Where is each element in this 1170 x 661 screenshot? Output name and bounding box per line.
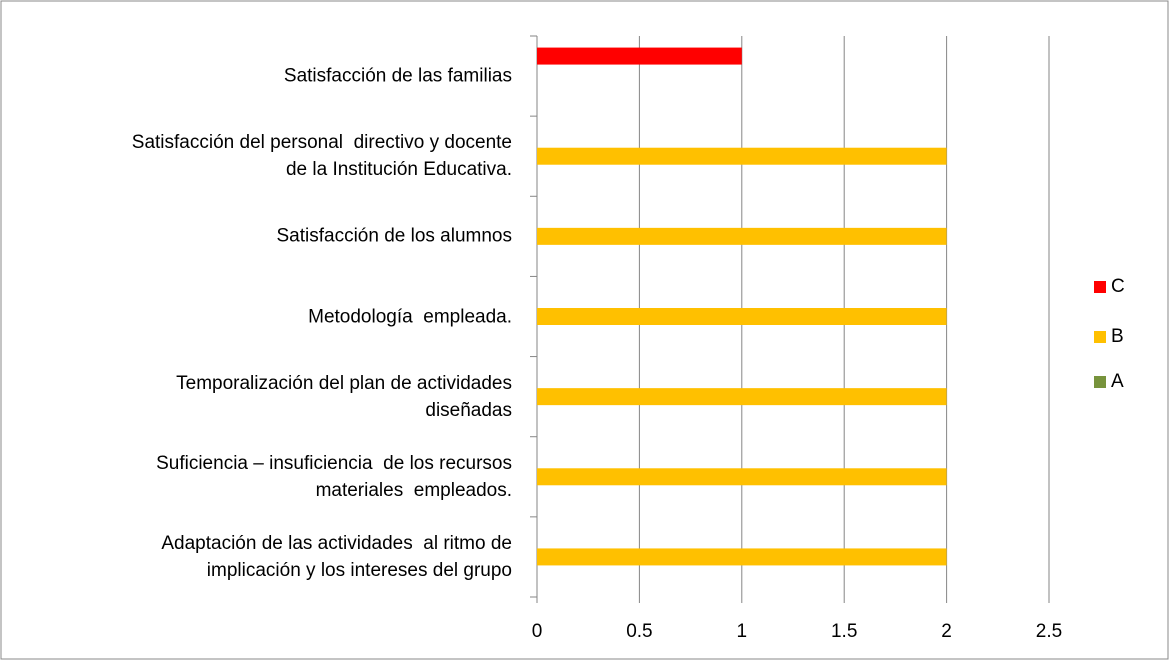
- y-tick-label: Suficiencia – insuficiencia de los recur…: [156, 452, 512, 501]
- x-tick-label: 1.5: [831, 621, 857, 642]
- bar: [537, 548, 947, 566]
- legend-swatch: [1094, 376, 1106, 388]
- bar: [537, 227, 947, 245]
- legend-label: C: [1111, 276, 1125, 297]
- bar: [537, 47, 742, 65]
- legend-swatch: [1094, 281, 1106, 293]
- x-tick-label: 0: [532, 621, 543, 642]
- legend-label: B: [1111, 326, 1124, 347]
- bar: [537, 388, 947, 406]
- y-tick-label: Satisfacción de las familias: [283, 65, 512, 87]
- y-tick-label: Adaptación de las actividades al ritmo d…: [161, 532, 512, 581]
- x-tick-label: 0.5: [626, 621, 652, 642]
- x-tick-label: 2.5: [1036, 621, 1062, 642]
- y-tick-label: Satisfacción de los alumnos: [276, 225, 512, 247]
- legend-label: A: [1111, 371, 1124, 392]
- y-tick-label: Satisfacción del personal directivo y do…: [131, 132, 512, 181]
- legend-swatch: [1094, 331, 1106, 343]
- x-tick-label: 1: [737, 621, 748, 642]
- y-tick-label: Metodología empleada.: [308, 306, 512, 327]
- y-tick-label: Temporalización del plan de actividades …: [176, 372, 512, 421]
- bar: [537, 147, 947, 165]
- x-tick-label: 2: [941, 621, 952, 642]
- bar: [537, 308, 947, 325]
- bar: [537, 468, 947, 486]
